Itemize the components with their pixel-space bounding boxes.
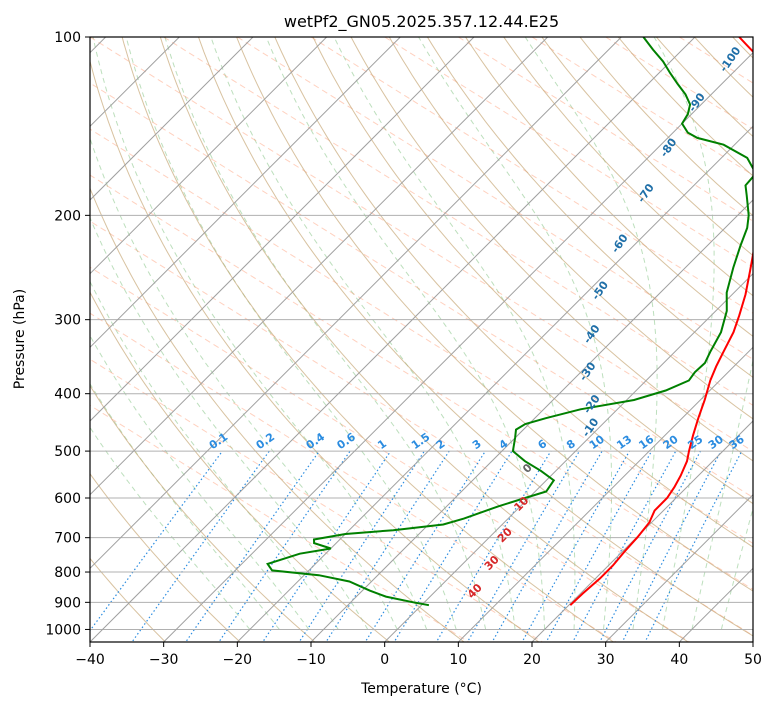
x-tick-label: 20 [523, 652, 541, 668]
isobar-gridlines [90, 37, 753, 629]
guide-line [606, 37, 775, 642]
y-axis-ticks: 100 200 300 400 500 600 700 800 900 1000 [45, 30, 90, 638]
guide-line [164, 37, 775, 642]
dry-adiabat [271, 29, 775, 654]
mixing-ratio-label: 3 [470, 437, 484, 452]
dry-adiabat [347, 29, 775, 654]
dry-adiabat [44, 29, 480, 654]
x-tick-label: 40 [670, 652, 688, 668]
mixing-ratio-label: 20 [661, 432, 681, 452]
isotherm-line [753, 37, 775, 642]
mixing-ratio-line [617, 451, 722, 654]
y-tick-label: 300 [54, 313, 81, 329]
moist-adiabat [419, 37, 612, 629]
mixing-ratio-line [594, 451, 701, 654]
y-tick-label: 700 [54, 531, 81, 547]
x-tick-label: 0 [380, 652, 389, 668]
dry-adiabat [687, 29, 775, 654]
mixing-ratio-line [358, 451, 485, 654]
mixing-ratio-label: 1 [375, 437, 389, 452]
dry-adiabat [7, 29, 405, 654]
isotherm-line [606, 37, 775, 642]
dry-adiabat [120, 29, 632, 654]
isotherm-line [532, 37, 775, 642]
chart-title: wetPf2_GN05.2025.357.12.44.E25 [284, 12, 559, 32]
mixing-ratio-line [255, 451, 391, 654]
y-tick-label: 600 [54, 491, 81, 507]
mixing-ratio-label: 0.1 [207, 430, 230, 452]
dry-adiabat [763, 29, 775, 654]
moist-adiabat-label: 20 [495, 525, 515, 545]
dry-adiabat-label: -70 [635, 181, 657, 205]
mixing-ratio-line [486, 451, 602, 654]
guide-line [753, 37, 775, 642]
y-tick-label: 500 [54, 444, 81, 460]
dry-adiabat-label: -40 [581, 322, 603, 346]
mixing-ratio-line [461, 451, 580, 654]
mixing-ratio-label: 30 [706, 432, 726, 452]
mixing-ratio-line [124, 451, 270, 654]
mixing-ratio-label: 36 [727, 432, 747, 452]
mixing-ratio-label: 1.5 [409, 430, 432, 452]
dry-adiabat [574, 29, 775, 654]
dry-adiabat-label: -30 [577, 359, 599, 383]
dry-adiabat [612, 29, 775, 654]
moist-adiabat [126, 37, 456, 629]
guide-line [16, 37, 775, 642]
isotherm-line [0, 37, 327, 642]
guide-line [90, 37, 775, 642]
dry-adiabat [536, 29, 775, 654]
y-tick-label: 800 [54, 565, 81, 581]
x-tick-label: −10 [296, 652, 326, 668]
mixing-ratio-label: 8 [564, 437, 578, 452]
isotherm-line [90, 37, 695, 642]
dry-adiabat-label: -50 [589, 278, 611, 302]
y-tick-label: 200 [54, 208, 81, 224]
y-axis-label: Pressure (hPa) [12, 289, 28, 389]
isotherm-line [0, 37, 400, 642]
x-tick-label: 50 [744, 652, 762, 668]
mixing-ratio-label: 0.2 [254, 430, 277, 452]
mixing-ratio-line [178, 451, 320, 654]
moist-adiabat [64, 37, 397, 629]
dry-adiabat [0, 29, 253, 654]
guide-line [679, 37, 775, 642]
y-tick-label: 400 [54, 387, 81, 403]
moist-adiabat [38, 37, 368, 629]
x-tick-label: −40 [75, 652, 105, 668]
mixing-ratio-label: 6 [536, 437, 550, 452]
x-axis-ticks: −40 −30 −20 −10 0 10 20 30 40 50 [75, 642, 762, 668]
guide-line [0, 37, 542, 642]
x-tick-label: 30 [597, 652, 615, 668]
mixing-ratio-label: 13 [614, 433, 634, 452]
dry-adiabat [725, 29, 775, 654]
x-axis-label: Temperature (°C) [360, 681, 482, 697]
x-tick-label: −20 [223, 652, 253, 668]
dry-adiabat-label: -100 [717, 44, 744, 74]
mixing-ratio-line [387, 451, 512, 654]
y-tick-label: 100 [54, 30, 81, 46]
x-tick-label: −30 [149, 652, 179, 668]
dry-adiabat-label: -80 [657, 136, 679, 160]
guide-line [532, 37, 775, 642]
isotherm-line [679, 37, 775, 642]
moist-adiabat [0, 37, 250, 629]
y-tick-label: 900 [54, 595, 81, 611]
dry-adiabat-label: -20 [581, 392, 603, 416]
x-tick-label: 10 [449, 652, 467, 668]
mixing-ratio-label: 25 [685, 433, 705, 452]
y-tick-label: 1000 [45, 622, 81, 638]
mixing-ratio-line [430, 451, 551, 654]
moist-adiabat [0, 37, 309, 629]
mixing-ratio-label: 0.6 [335, 430, 359, 452]
temperature-profile [570, 37, 775, 605]
moist-adiabat-label: 30 [482, 553, 502, 573]
isotherm-line [164, 37, 769, 642]
mixing-ratio-label: 0.4 [304, 430, 328, 452]
moist-adiabat-label: 40 [465, 581, 485, 601]
mixing-ratio-line [639, 451, 741, 654]
